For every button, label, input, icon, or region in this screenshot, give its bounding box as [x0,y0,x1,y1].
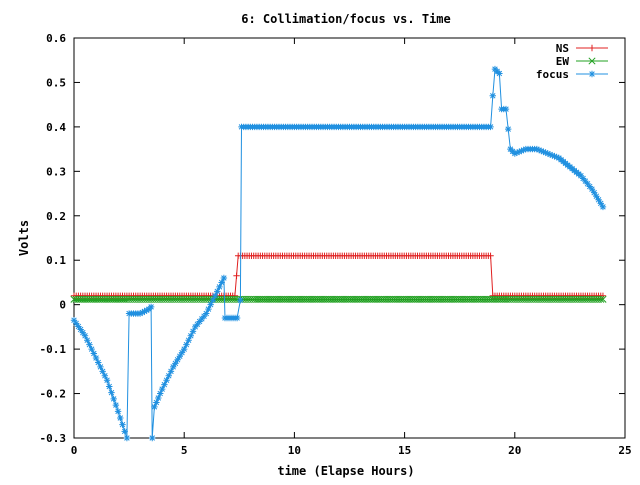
legend-label: EW [556,55,570,68]
axis-ticks: 0 5 10 15 20 25 -0.3 -0.2 -0.1 0 0.1 0.2 0.3 0.4 0.5 0.… [40,32,632,457]
chart-title: 6: Collimation/focus vs. Time [241,12,451,26]
x-tick-label: 10 [288,444,301,457]
x-tick-label: 15 [398,444,411,457]
legend-marker [588,44,596,52]
plot-border [73,37,626,439]
x-tick-label: 25 [618,444,631,457]
y-tick-label: 0.6 [46,32,66,45]
y-tick-label: 0.2 [46,210,66,223]
legend-entry-focus: focus [536,68,608,81]
legend-entry-ew: EW [556,55,608,68]
series-ew [70,295,607,303]
y-tick-label: 0.3 [46,165,66,178]
series-focus [70,65,607,442]
series-markers [70,65,607,442]
y-tick-label: 0 [59,299,66,312]
series-layer [70,65,607,442]
legend-marker [588,57,596,65]
y-tick-label: 0.5 [46,76,66,89]
series-markers [70,295,607,303]
x-tick-label: 0 [71,444,78,457]
x-axis-label: time (Elapse Hours) [277,464,414,478]
legend-label: focus [536,68,569,81]
legend-entry-ns: NS [556,42,608,55]
series-markers [70,252,607,299]
y-tick-label: -0.1 [40,343,67,356]
x-tick-label: 20 [508,444,521,457]
series-ns [70,252,607,299]
legend-marker [588,70,596,78]
y-tick-label: -0.3 [40,432,67,445]
legend-label: NS [556,42,569,55]
y-tick-label: 0.1 [46,254,66,267]
y-tick-label: -0.2 [40,388,67,401]
y-tick-label: 0.4 [46,121,66,134]
x-tick-label: 5 [181,444,188,457]
y-axis-label: Volts [17,220,31,256]
series-line [74,255,603,297]
plot-frame [73,37,626,439]
